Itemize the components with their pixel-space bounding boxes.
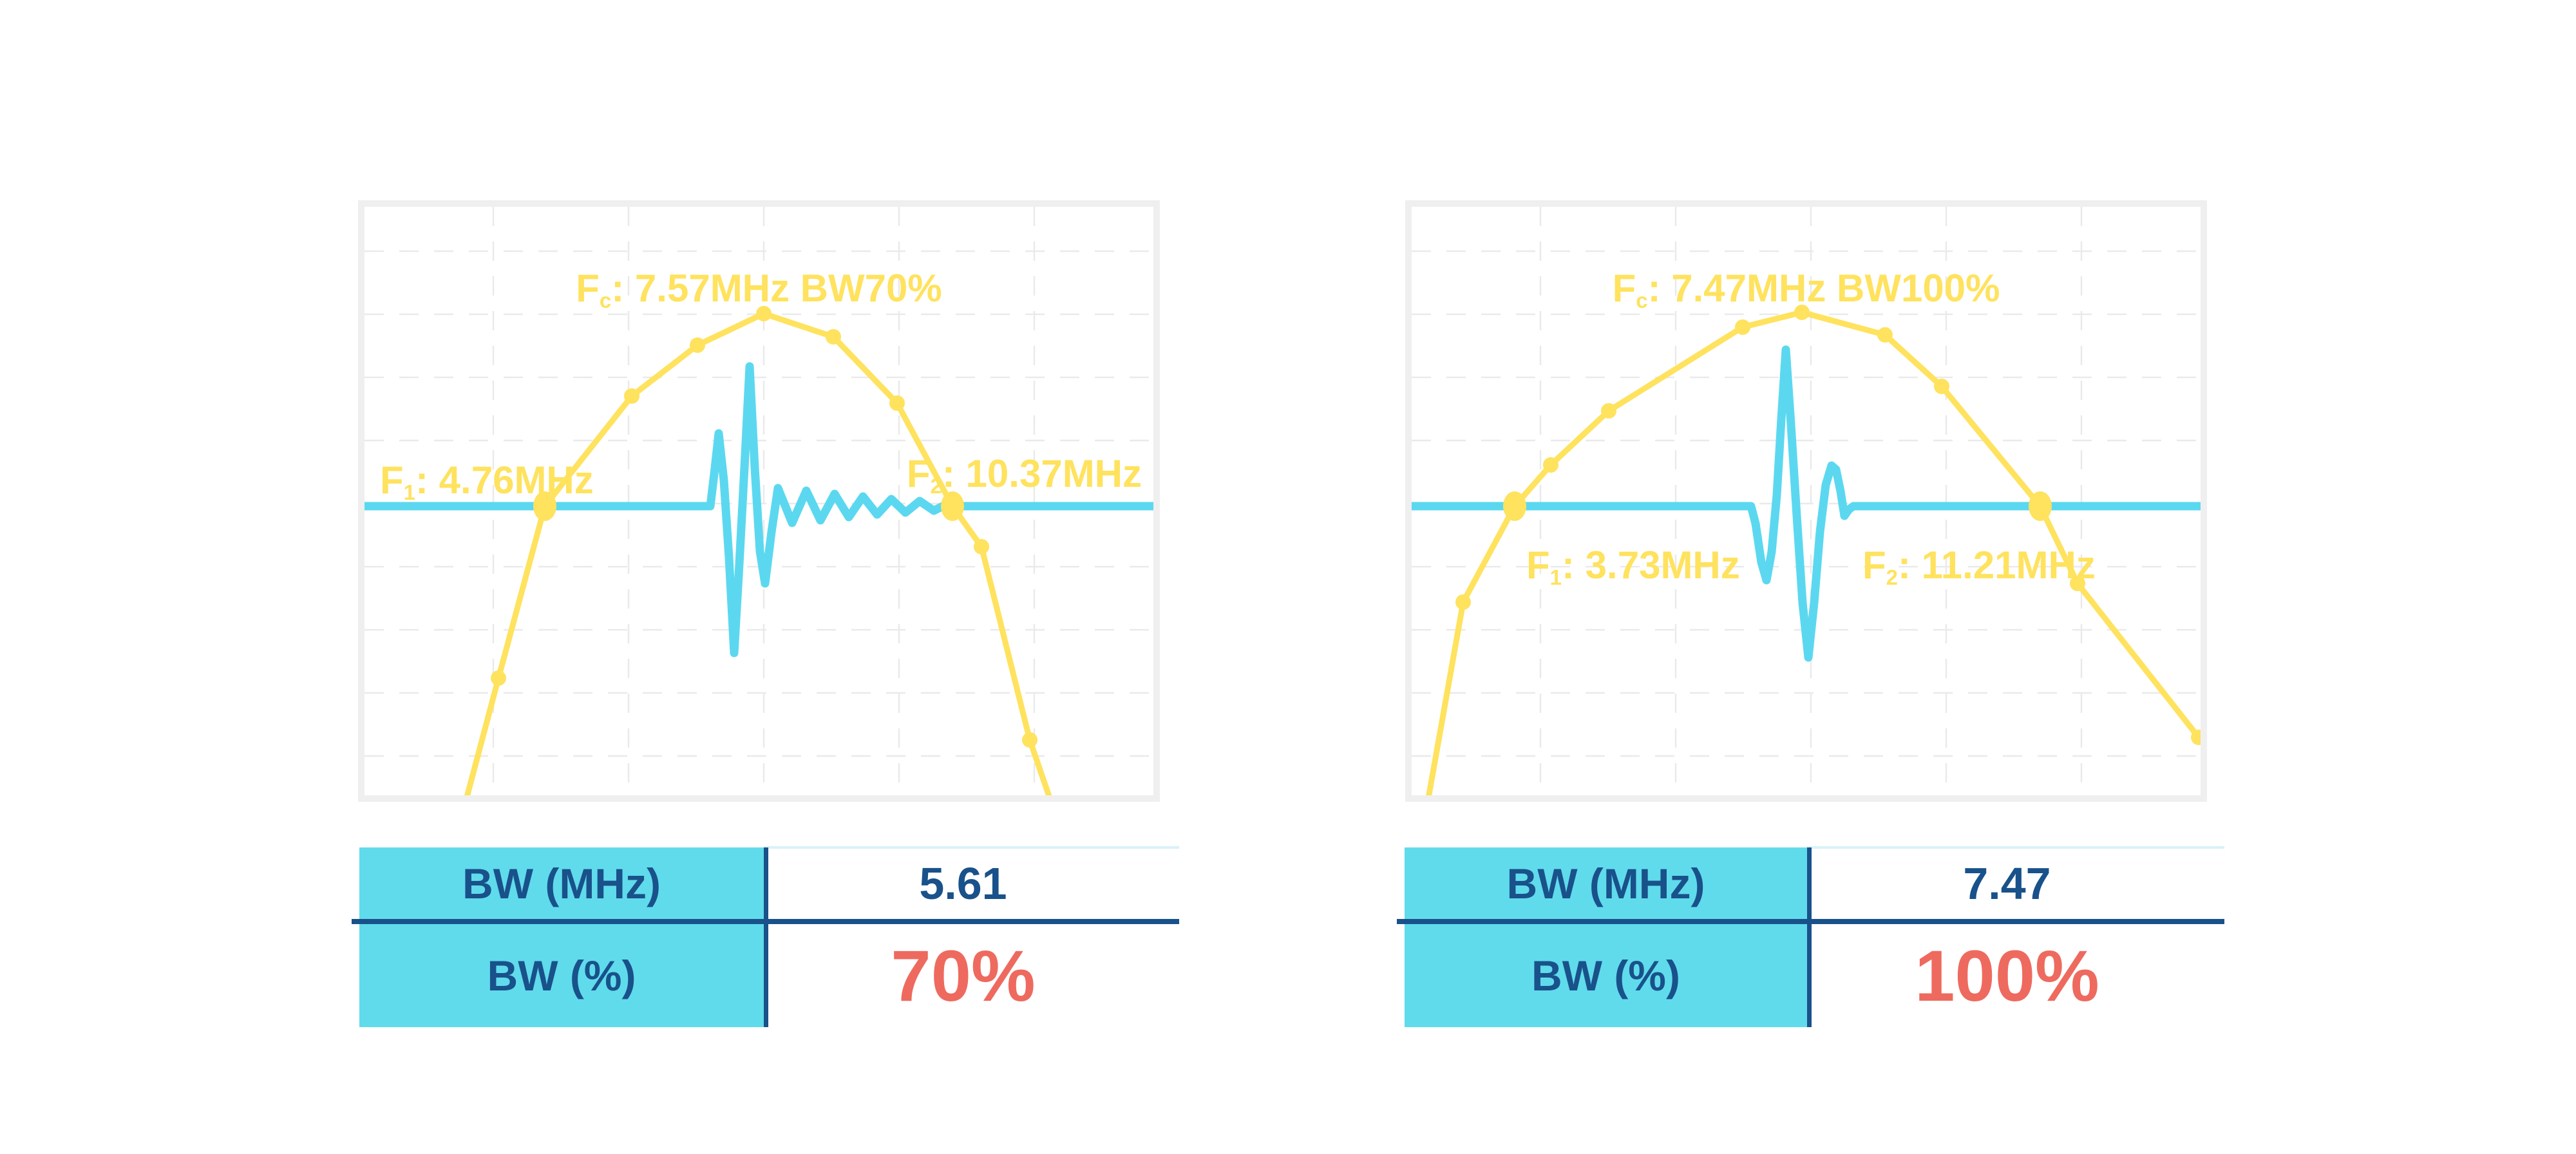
bw-table-broadband: BW (MHz) BW (%) 7.47 100% (1405, 847, 2207, 1027)
chart-broadband-plot (1412, 207, 2201, 795)
bw-percent-label: BW (%) (487, 952, 636, 999)
bw-mhz-label: BW (MHz) (1506, 859, 1705, 907)
bw-table-narrowband: BW (MHz) BW (%) 5.61 70% (359, 847, 1162, 1027)
table-column-divider (1807, 847, 1812, 1027)
f2-label-narrowband: F2: 10.37MHz (906, 452, 1142, 498)
bw-mhz-label: BW (MHz) (462, 859, 661, 907)
chart-broadband: Fc: 7.47MHz BW100% F1: 3.73MHz F2: 11.21… (1405, 200, 2207, 802)
f1-label-narrowband: F1: 4.76MHz (380, 459, 594, 504)
bw-percent-value: 100% (1915, 935, 2099, 1016)
bw-mhz-value: 7.47 (1963, 858, 2051, 909)
chart-title-narrowband: Fc: 7.57MHz BW70% (576, 267, 942, 312)
chart-narrowband: Fc: 7.57MHz BW70% F1: 4.76MHz F2: 10.37M… (358, 200, 1160, 802)
bw-percent-label: BW (%) (1531, 952, 1680, 999)
f2-label-broadband: F2: 11.21MHz (1862, 544, 2096, 589)
chart-narrowband-plot (365, 207, 1153, 795)
bw-table-header-column (359, 847, 764, 1027)
table-top-rule (1807, 846, 2224, 849)
f1-label-broadband: F1: 3.73MHz (1526, 544, 1740, 589)
table-top-rule (764, 846, 1179, 849)
bw-mhz-value: 5.61 (919, 858, 1007, 909)
bw-percent-value: 70% (891, 935, 1036, 1016)
chart-title-broadband: Fc: 7.47MHz BW100% (1612, 267, 2000, 312)
bw-table-header-column (1405, 847, 1807, 1027)
table-column-divider (764, 847, 768, 1027)
